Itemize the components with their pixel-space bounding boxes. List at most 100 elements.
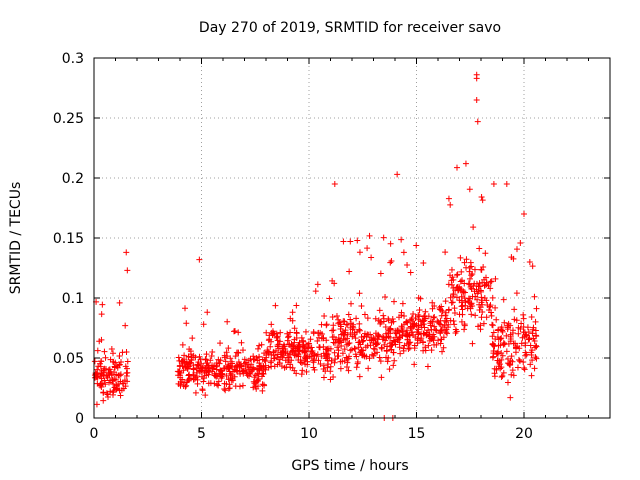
data-point <box>334 353 341 360</box>
data-point <box>429 335 436 342</box>
data-point <box>468 311 475 318</box>
data-point <box>520 323 527 330</box>
data-point <box>517 239 524 246</box>
data-point <box>361 311 368 318</box>
data-point <box>422 344 429 351</box>
data-point <box>239 382 246 389</box>
data-point <box>469 340 476 347</box>
data-point <box>513 290 520 297</box>
data-point <box>189 335 196 342</box>
data-point <box>312 288 319 295</box>
data-point <box>503 332 510 339</box>
data-point <box>508 371 515 378</box>
data-point <box>411 361 418 368</box>
data-point <box>123 249 130 256</box>
data-point <box>109 389 116 396</box>
data-point <box>348 300 355 307</box>
data-point <box>428 347 435 354</box>
data-point <box>456 311 463 318</box>
data-point <box>315 357 322 364</box>
data-point <box>356 320 363 327</box>
data-point <box>410 310 417 317</box>
data-point <box>507 336 514 343</box>
data-point <box>324 364 331 371</box>
data-point <box>529 263 536 270</box>
data-point <box>263 329 270 336</box>
data-point <box>489 341 496 348</box>
data-point <box>503 181 510 187</box>
data-point <box>101 377 108 384</box>
data-point <box>263 354 270 361</box>
data-point <box>378 374 385 381</box>
data-point <box>113 371 120 378</box>
data-point <box>186 371 193 378</box>
data-point <box>194 380 201 387</box>
data-point <box>435 337 442 344</box>
data-point <box>412 314 419 321</box>
data-point <box>491 373 498 380</box>
data-point <box>110 381 117 388</box>
data-point <box>235 349 242 356</box>
data-point <box>528 314 535 321</box>
data-point <box>276 356 283 363</box>
data-point <box>327 376 334 383</box>
data-point <box>467 259 474 266</box>
data-point <box>314 281 321 288</box>
data-point <box>510 372 517 379</box>
data-point <box>284 330 291 337</box>
data-point <box>177 381 184 388</box>
data-point <box>267 343 274 350</box>
data-point <box>504 356 511 363</box>
data-point <box>451 305 458 312</box>
data-point <box>499 373 506 380</box>
data-point <box>478 314 485 321</box>
data-point <box>501 319 508 326</box>
data-point <box>123 365 130 372</box>
data-point <box>223 372 230 379</box>
data-point <box>298 371 305 378</box>
data-point <box>213 363 220 370</box>
data-point <box>468 272 475 279</box>
data-point <box>479 197 486 204</box>
data-point <box>339 350 346 357</box>
data-point <box>400 249 407 256</box>
data-point <box>361 353 368 360</box>
data-point <box>105 393 112 400</box>
data-point <box>327 368 334 375</box>
data-point <box>364 315 371 322</box>
data-point <box>269 331 276 338</box>
data-point <box>526 336 533 343</box>
data-point <box>522 342 529 349</box>
data-point <box>490 181 497 187</box>
data-point <box>245 364 252 371</box>
data-point <box>287 351 294 358</box>
data-point <box>478 266 485 273</box>
data-point <box>268 321 275 328</box>
data-point <box>457 278 464 285</box>
data-point <box>420 339 427 346</box>
data-point <box>488 312 495 319</box>
data-point <box>110 350 117 357</box>
data-point <box>186 346 193 353</box>
data-point <box>498 364 505 371</box>
data-point <box>344 321 351 328</box>
data-point <box>351 329 358 336</box>
data-point <box>299 367 306 374</box>
data-point <box>476 301 483 308</box>
data-point <box>110 388 117 395</box>
data-point <box>518 320 525 327</box>
data-point <box>497 326 504 333</box>
data-point <box>340 238 347 245</box>
data-point <box>403 332 410 339</box>
data-point <box>338 339 345 346</box>
data-point <box>295 347 302 354</box>
data-point <box>262 362 269 369</box>
data-point <box>100 397 107 404</box>
data-point <box>334 344 341 351</box>
data-point <box>358 333 365 340</box>
data-point <box>338 323 345 330</box>
data-point <box>459 306 466 313</box>
data-point <box>439 348 446 355</box>
data-point <box>353 364 360 371</box>
